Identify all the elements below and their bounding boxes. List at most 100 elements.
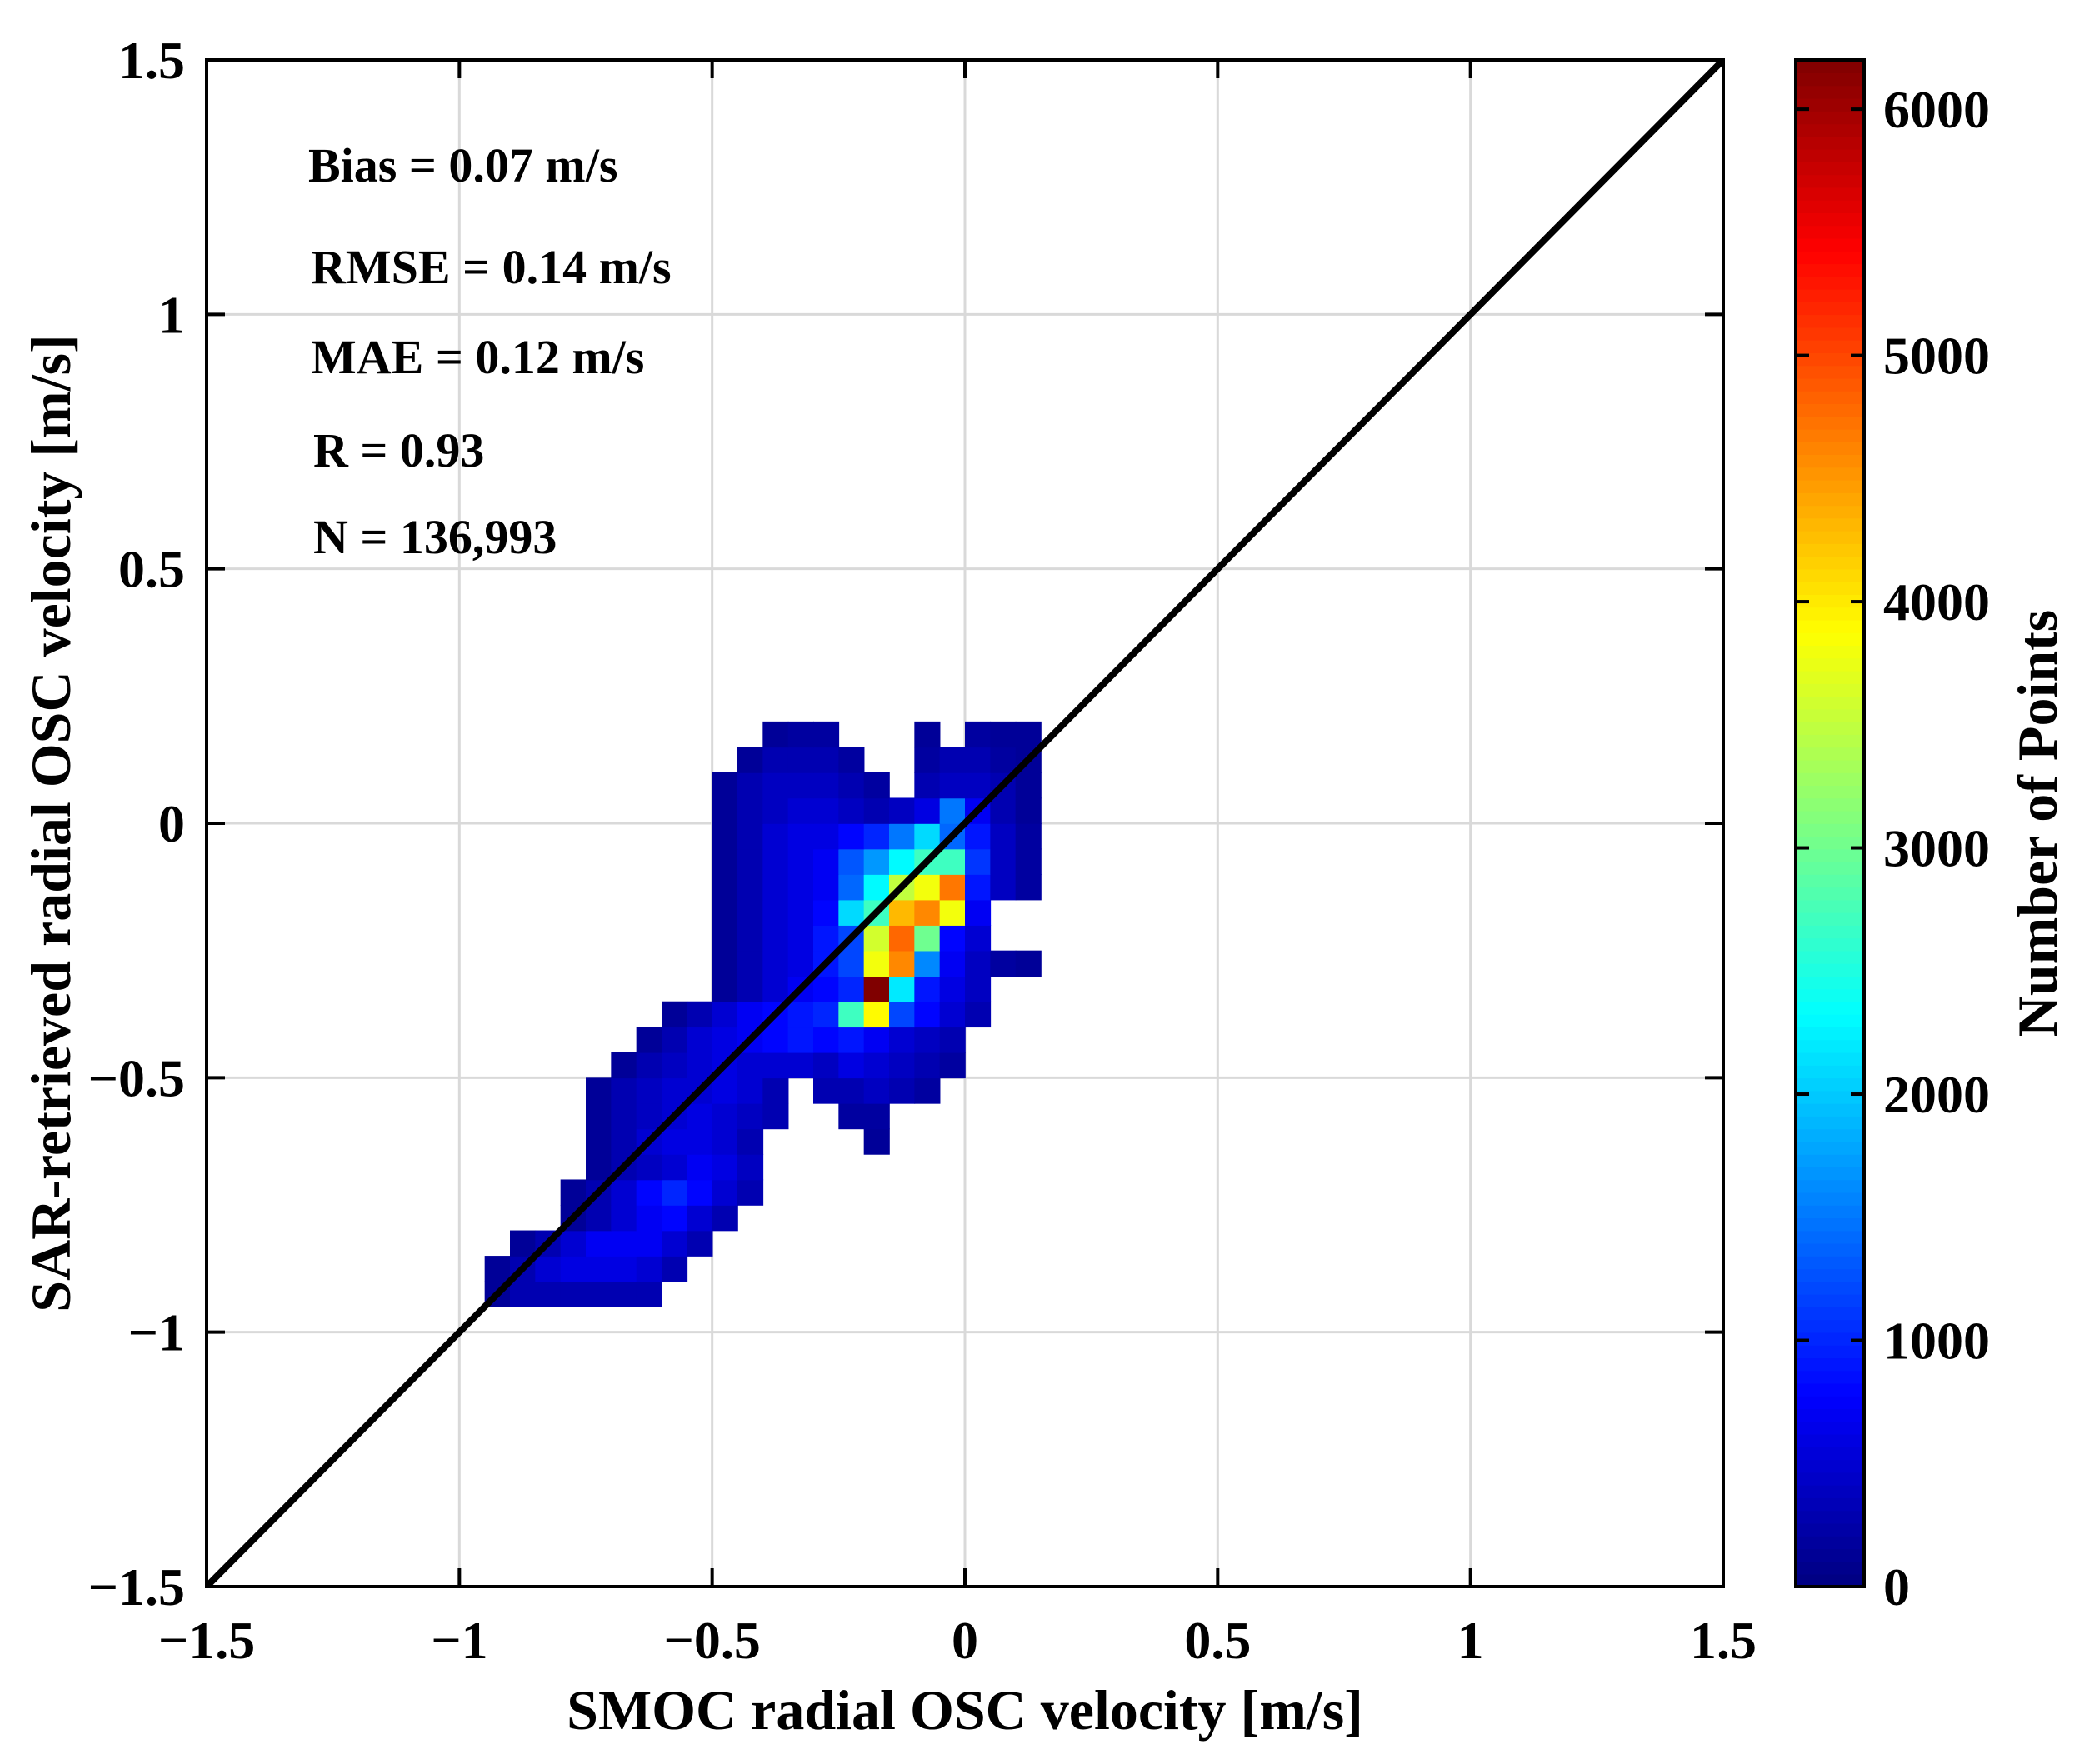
density-bin xyxy=(863,976,890,1002)
density-bin xyxy=(838,874,865,901)
colorbar-segment xyxy=(1796,111,1864,125)
density-bin xyxy=(560,1256,587,1282)
density-bin xyxy=(965,848,992,875)
colorbar-segment xyxy=(1796,1102,1864,1117)
density-bin xyxy=(1015,797,1042,824)
x-tick-label: 1.5 xyxy=(1690,1611,1757,1670)
density-bin xyxy=(662,1153,688,1181)
density-bin xyxy=(838,747,865,773)
colorbar-segment xyxy=(1796,390,1864,404)
density-bin xyxy=(863,1052,890,1079)
density-bin xyxy=(863,874,890,901)
colorbar-segment xyxy=(1796,645,1864,659)
density-bin xyxy=(889,1052,916,1079)
density-bin xyxy=(838,950,865,977)
colorbar-segment xyxy=(1796,759,1864,773)
density-bin xyxy=(586,1153,612,1181)
density-bin xyxy=(1015,848,1042,875)
density-bin xyxy=(838,1052,865,1079)
density-bin xyxy=(889,797,916,824)
density-bin xyxy=(838,772,865,799)
density-bin xyxy=(737,1128,764,1155)
colorbar-segment xyxy=(1796,1293,1864,1307)
density-bin xyxy=(611,1052,637,1079)
density-bin xyxy=(737,1153,764,1181)
density-bin xyxy=(914,925,941,952)
density-bin xyxy=(965,721,992,748)
y-tick-label: 0 xyxy=(158,794,185,853)
stat-mae: MAE = 0.12 m/s xyxy=(311,330,644,384)
colorbar-segment xyxy=(1796,696,1864,710)
density-bin xyxy=(914,899,941,926)
colorbar-segment xyxy=(1796,339,1864,353)
colorbar-frame xyxy=(1794,58,1866,1588)
density-bin xyxy=(737,1052,764,1079)
density-bin xyxy=(838,797,865,824)
colorbar-segment xyxy=(1796,174,1864,188)
density-bin xyxy=(737,1077,764,1104)
density-bin xyxy=(737,772,764,799)
density-bin xyxy=(535,1281,562,1307)
density-bin xyxy=(687,1179,713,1206)
density-bin xyxy=(762,721,789,748)
density-bin xyxy=(712,1128,738,1155)
density-bin xyxy=(611,1102,637,1130)
colorbar-segment xyxy=(1796,785,1864,799)
colorbar-segment xyxy=(1796,874,1864,888)
density-bin xyxy=(737,1102,764,1130)
x-tick-label: 0 xyxy=(952,1611,978,1670)
density-bin xyxy=(813,848,840,875)
colorbar-segment xyxy=(1796,976,1864,990)
density-bin xyxy=(636,1153,662,1181)
colorbar-segment xyxy=(1796,314,1864,328)
colorbar-segment xyxy=(1796,1052,1864,1066)
density-bin xyxy=(662,1230,688,1257)
density-bin xyxy=(737,1179,764,1206)
density-bin xyxy=(687,1052,713,1079)
colorbar-segment xyxy=(1796,85,1864,99)
colorbar-tick-label: 0 xyxy=(1883,1557,1910,1617)
density-bin xyxy=(813,899,840,926)
density-bin xyxy=(636,1205,662,1232)
density-bin xyxy=(787,1052,814,1079)
density-bin xyxy=(939,925,966,952)
colorbar-segment xyxy=(1796,1408,1864,1422)
density-bin xyxy=(662,1128,688,1155)
density-bin xyxy=(1015,772,1042,799)
density-bin xyxy=(762,1027,789,1053)
colorbar-segment xyxy=(1796,823,1864,837)
density-bin xyxy=(611,1281,637,1307)
density-bin xyxy=(535,1256,562,1282)
density-bin xyxy=(762,747,789,773)
density-bin xyxy=(560,1179,587,1206)
colorbar-segment xyxy=(1796,1396,1864,1410)
density-bin xyxy=(914,1077,941,1104)
density-bin xyxy=(712,1027,738,1053)
colorbar-segment xyxy=(1796,1268,1864,1282)
density-bin xyxy=(813,1077,840,1104)
density-bin xyxy=(965,874,992,901)
colorbar-segment xyxy=(1796,1039,1864,1053)
colorbar-segment xyxy=(1796,1281,1864,1295)
colorbar-segment xyxy=(1796,1153,1864,1167)
density-bin xyxy=(662,1001,688,1028)
density-bin xyxy=(611,1179,637,1206)
density-bin xyxy=(1015,950,1042,977)
colorbar-segment xyxy=(1796,1535,1864,1549)
density-bin xyxy=(914,747,941,773)
density-bin xyxy=(889,976,916,1002)
colorbar-segment xyxy=(1796,263,1864,277)
density-bin xyxy=(1015,721,1042,748)
density-bin xyxy=(863,925,890,952)
density-bin xyxy=(863,1128,890,1155)
y-tick-label: −0.5 xyxy=(88,1048,185,1107)
density-bin xyxy=(863,1001,890,1028)
density-bin xyxy=(939,976,966,1002)
colorbar-segment xyxy=(1796,1421,1864,1435)
density-bin xyxy=(762,899,789,926)
density-bin xyxy=(787,950,814,977)
density-bin xyxy=(510,1281,537,1307)
colorbar-segment xyxy=(1796,1179,1864,1193)
colorbar: 0 1000 2000 3000 4000 5000 6000 Number of Poin… xyxy=(1794,58,2069,1617)
